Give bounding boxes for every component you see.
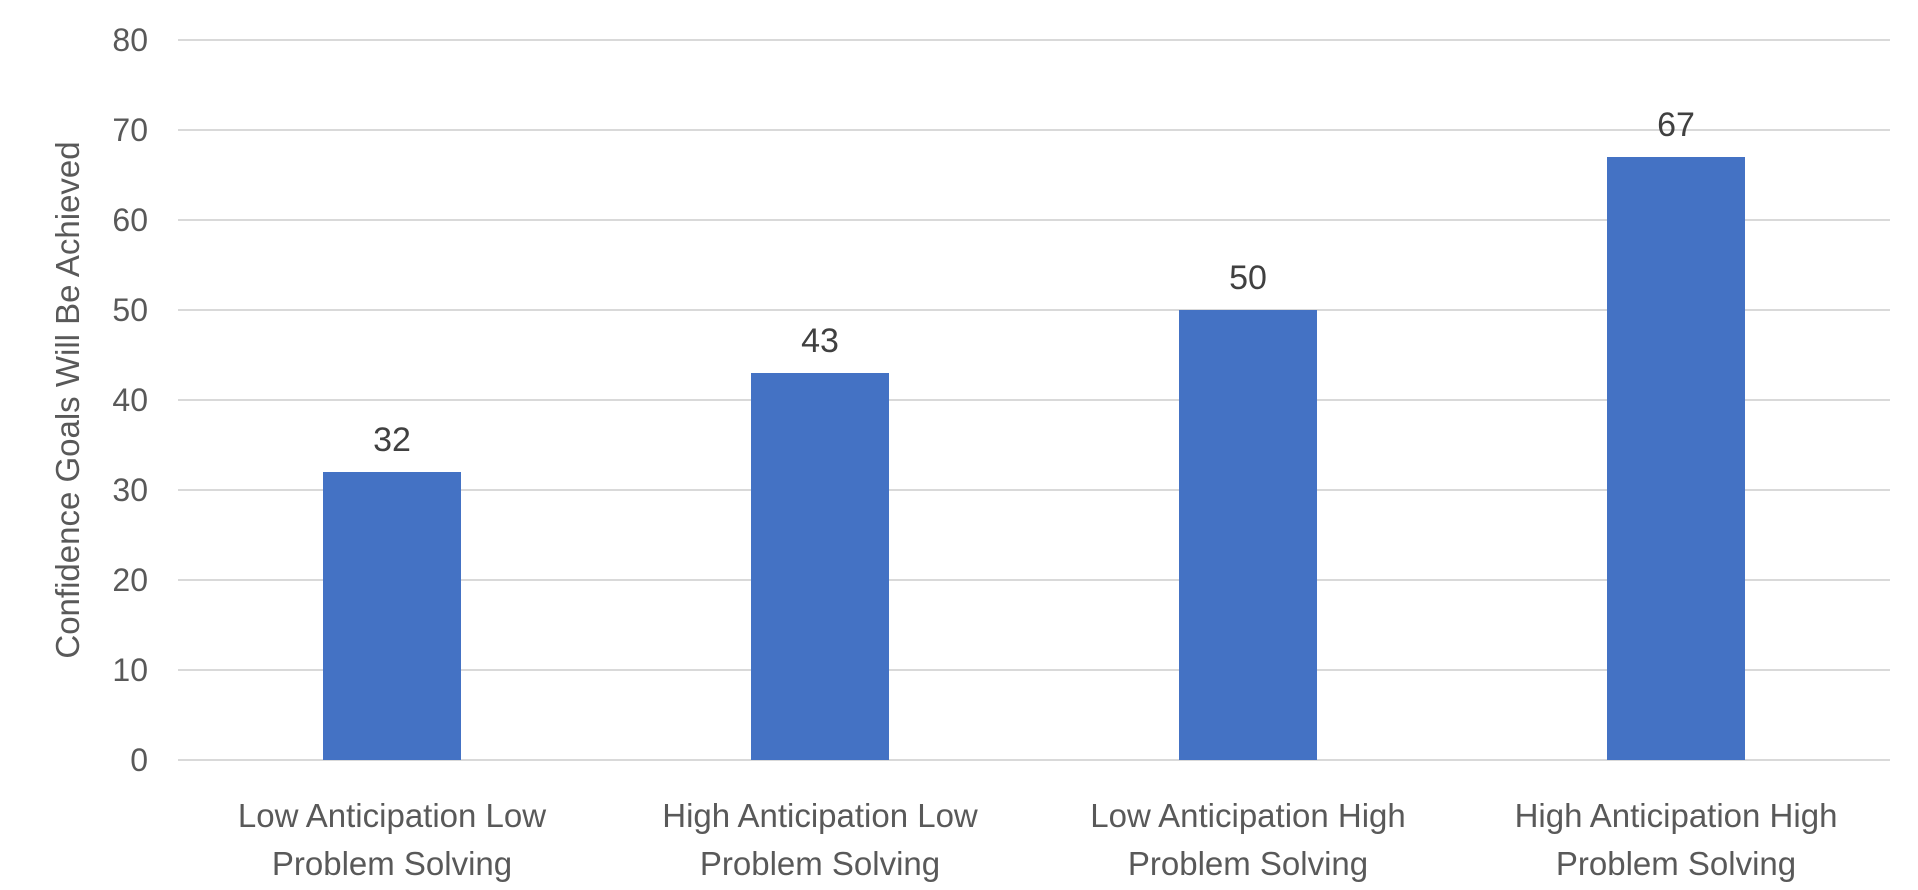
y-tick-label: 70 [112,112,148,148]
gridline [178,309,1890,311]
y-tick-label: 10 [112,652,148,688]
y-tick-label: 50 [112,292,148,328]
y-tick-label: 80 [112,22,148,58]
category-label: High Anticipation High Problem Solving [1514,797,1838,882]
bar-data-label: 32 [373,421,411,459]
bar [323,472,461,760]
gridline [178,489,1890,491]
gridline [178,39,1890,41]
gridline [178,399,1890,401]
bar [1179,310,1317,760]
gridline [178,129,1890,131]
bar [751,373,889,760]
y-tick-label: 20 [112,562,148,598]
bar-data-label: 50 [1229,259,1267,297]
gridline [178,669,1890,671]
category-label: Low Anticipation Low Problem Solving [237,797,547,882]
y-tick-label: 40 [112,382,148,418]
bar-data-label: 43 [801,322,839,360]
y-axis-ticks: 0 10 20 30 40 50 60 70 80 [0,0,148,890]
gridline [178,579,1890,581]
gridline [178,219,1890,221]
category-label: High Anticipation Low Problem Solving [662,797,978,882]
category-label: Low Anticipation High Problem Solving [1090,797,1406,882]
bar [1607,157,1745,760]
y-tick-label: 0 [130,742,148,778]
gridline [178,759,1890,761]
x-axis-labels: Low Anticipation Low Problem Solving High… [178,792,1890,890]
y-tick-label: 30 [112,472,148,508]
bar-data-label: 67 [1657,106,1695,144]
plot-area: 32 43 50 67 [178,39,1890,761]
y-tick-label: 60 [112,202,148,238]
